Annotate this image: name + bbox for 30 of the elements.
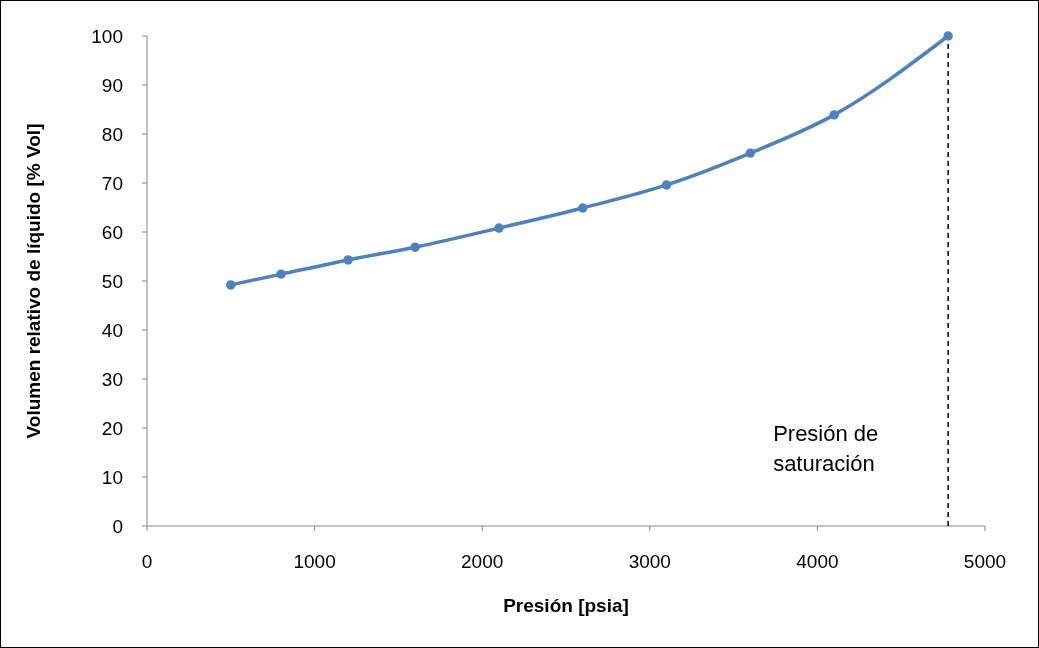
y-tick-label: 10 <box>101 466 123 488</box>
x-tick-label: 3000 <box>628 551 671 572</box>
point <box>745 148 756 158</box>
point <box>494 223 504 233</box>
y-tick-label: 80 <box>101 123 123 145</box>
point <box>943 31 953 41</box>
x-axis-title: Presión [psia] <box>503 595 629 616</box>
point <box>343 255 353 265</box>
point <box>578 203 588 213</box>
y-axis-title: Volumen relativo de líquido [% Vol] <box>23 123 44 439</box>
y-tick-label: 100 <box>91 25 123 47</box>
x-tick-label: 5000 <box>963 551 1007 572</box>
y-tick-label: 60 <box>101 221 123 243</box>
x-tick-label: 1000 <box>293 551 336 572</box>
y-tick-label: 40 <box>101 319 123 341</box>
point <box>829 110 839 120</box>
x-tick-label: 2000 <box>461 551 504 572</box>
x-tick-label: 0 <box>141 551 153 572</box>
point <box>661 180 672 190</box>
point <box>226 280 236 290</box>
y-tick-label: 30 <box>101 368 123 390</box>
point <box>410 242 420 252</box>
x-tick-label: 4000 <box>796 551 839 572</box>
y-tick-label: 90 <box>101 74 123 96</box>
point <box>276 269 286 279</box>
y-tick-label: 70 <box>101 172 123 194</box>
y-tick-label: 20 <box>101 417 123 439</box>
ref-line-label: Presión de saturación <box>773 421 879 476</box>
y-tick-label: 0 <box>112 515 123 537</box>
y-tick-label: 50 <box>101 270 123 292</box>
